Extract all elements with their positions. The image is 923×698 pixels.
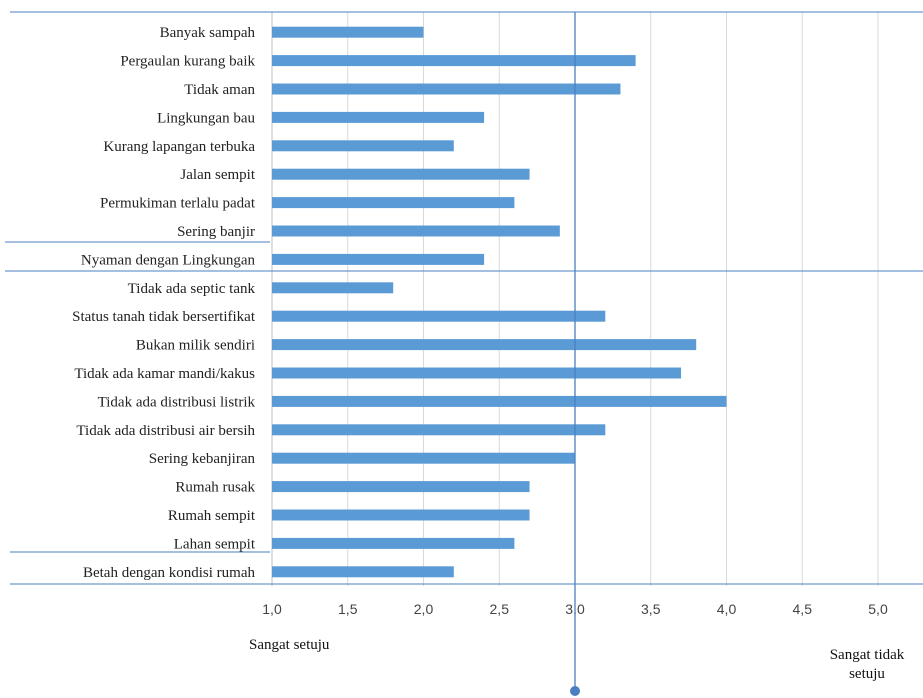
- category-label: Banyak sampah: [160, 25, 256, 41]
- annotation-sangat-tidak-setuju: Sangat tidak setuju: [829, 647, 905, 682]
- category-label: Rumah rusak: [175, 480, 255, 496]
- bar: [272, 566, 454, 578]
- x-tick-label: 4,5: [793, 601, 813, 617]
- bar: [272, 111, 485, 123]
- bar: [272, 537, 515, 549]
- bar: [272, 197, 515, 209]
- bar: [272, 225, 560, 237]
- bar: [272, 168, 530, 180]
- x-tick-label: 3,5: [641, 601, 661, 617]
- category-label: Sering banjir: [177, 224, 255, 240]
- bar: [272, 339, 697, 351]
- bar: [272, 452, 575, 464]
- category-label: Jalan sempit: [180, 167, 255, 183]
- bar: [272, 481, 530, 493]
- annotation-sangat-setuju: Sangat setuju: [249, 637, 330, 653]
- category-label: Betah dengan kondisi rumah: [83, 565, 256, 581]
- bar: [272, 253, 485, 265]
- bar: [272, 26, 424, 38]
- bar: [272, 55, 636, 67]
- x-tick-label: 4,0: [717, 601, 737, 617]
- group-dividers: [5, 11, 923, 585]
- reference-line-end-dot: [570, 686, 580, 696]
- category-label: Tidak aman: [184, 82, 255, 98]
- category-label: Tidak ada septic tank: [128, 281, 256, 297]
- bar: [272, 282, 394, 294]
- category-label: Lingkungan bau: [157, 110, 255, 126]
- bars: [272, 26, 727, 578]
- bar: [272, 367, 682, 379]
- bar: [272, 395, 727, 407]
- category-label: Kurang lapangan terbuka: [103, 139, 255, 155]
- category-label: Tidak ada distribusi air bersih: [76, 423, 255, 439]
- bar: [272, 424, 606, 436]
- category-label: Tidak ada distribusi listrik: [98, 394, 256, 410]
- category-label: Nyaman dengan Lingkungan: [81, 252, 256, 268]
- x-tick-label: 2,5: [490, 601, 510, 617]
- category-label: Pergaulan kurang baik: [120, 54, 255, 70]
- bar: [272, 140, 454, 152]
- category-label: Status tanah tidak bersertifikat: [72, 309, 256, 325]
- bar: [272, 310, 606, 322]
- category-label: Rumah sempit: [168, 508, 256, 524]
- category-label: Permukiman terlalu padat: [100, 196, 256, 212]
- category-label: Lahan sempit: [174, 536, 256, 552]
- bar: [272, 509, 530, 521]
- category-label: Tidak ada kamar mandi/kakus: [74, 366, 255, 382]
- reference-line: [570, 12, 580, 696]
- category-label: Bukan milik sendiri: [136, 338, 255, 354]
- bar: [272, 83, 621, 95]
- x-tick-label: 5,0: [868, 601, 888, 617]
- x-tick-label: 1,0: [262, 601, 282, 617]
- x-tick-label: 2,0: [414, 601, 434, 617]
- category-label: Sering kebanjiran: [149, 451, 256, 467]
- x-tick-label: 1,5: [338, 601, 358, 617]
- x-tick-labels: 1,0 1,5 2,0 2,5 3,0 3,5 4,0 4,5 5,0: [262, 601, 888, 617]
- category-labels: Banyak sampah Pergaulan kurang baik Tidak …: [72, 25, 256, 581]
